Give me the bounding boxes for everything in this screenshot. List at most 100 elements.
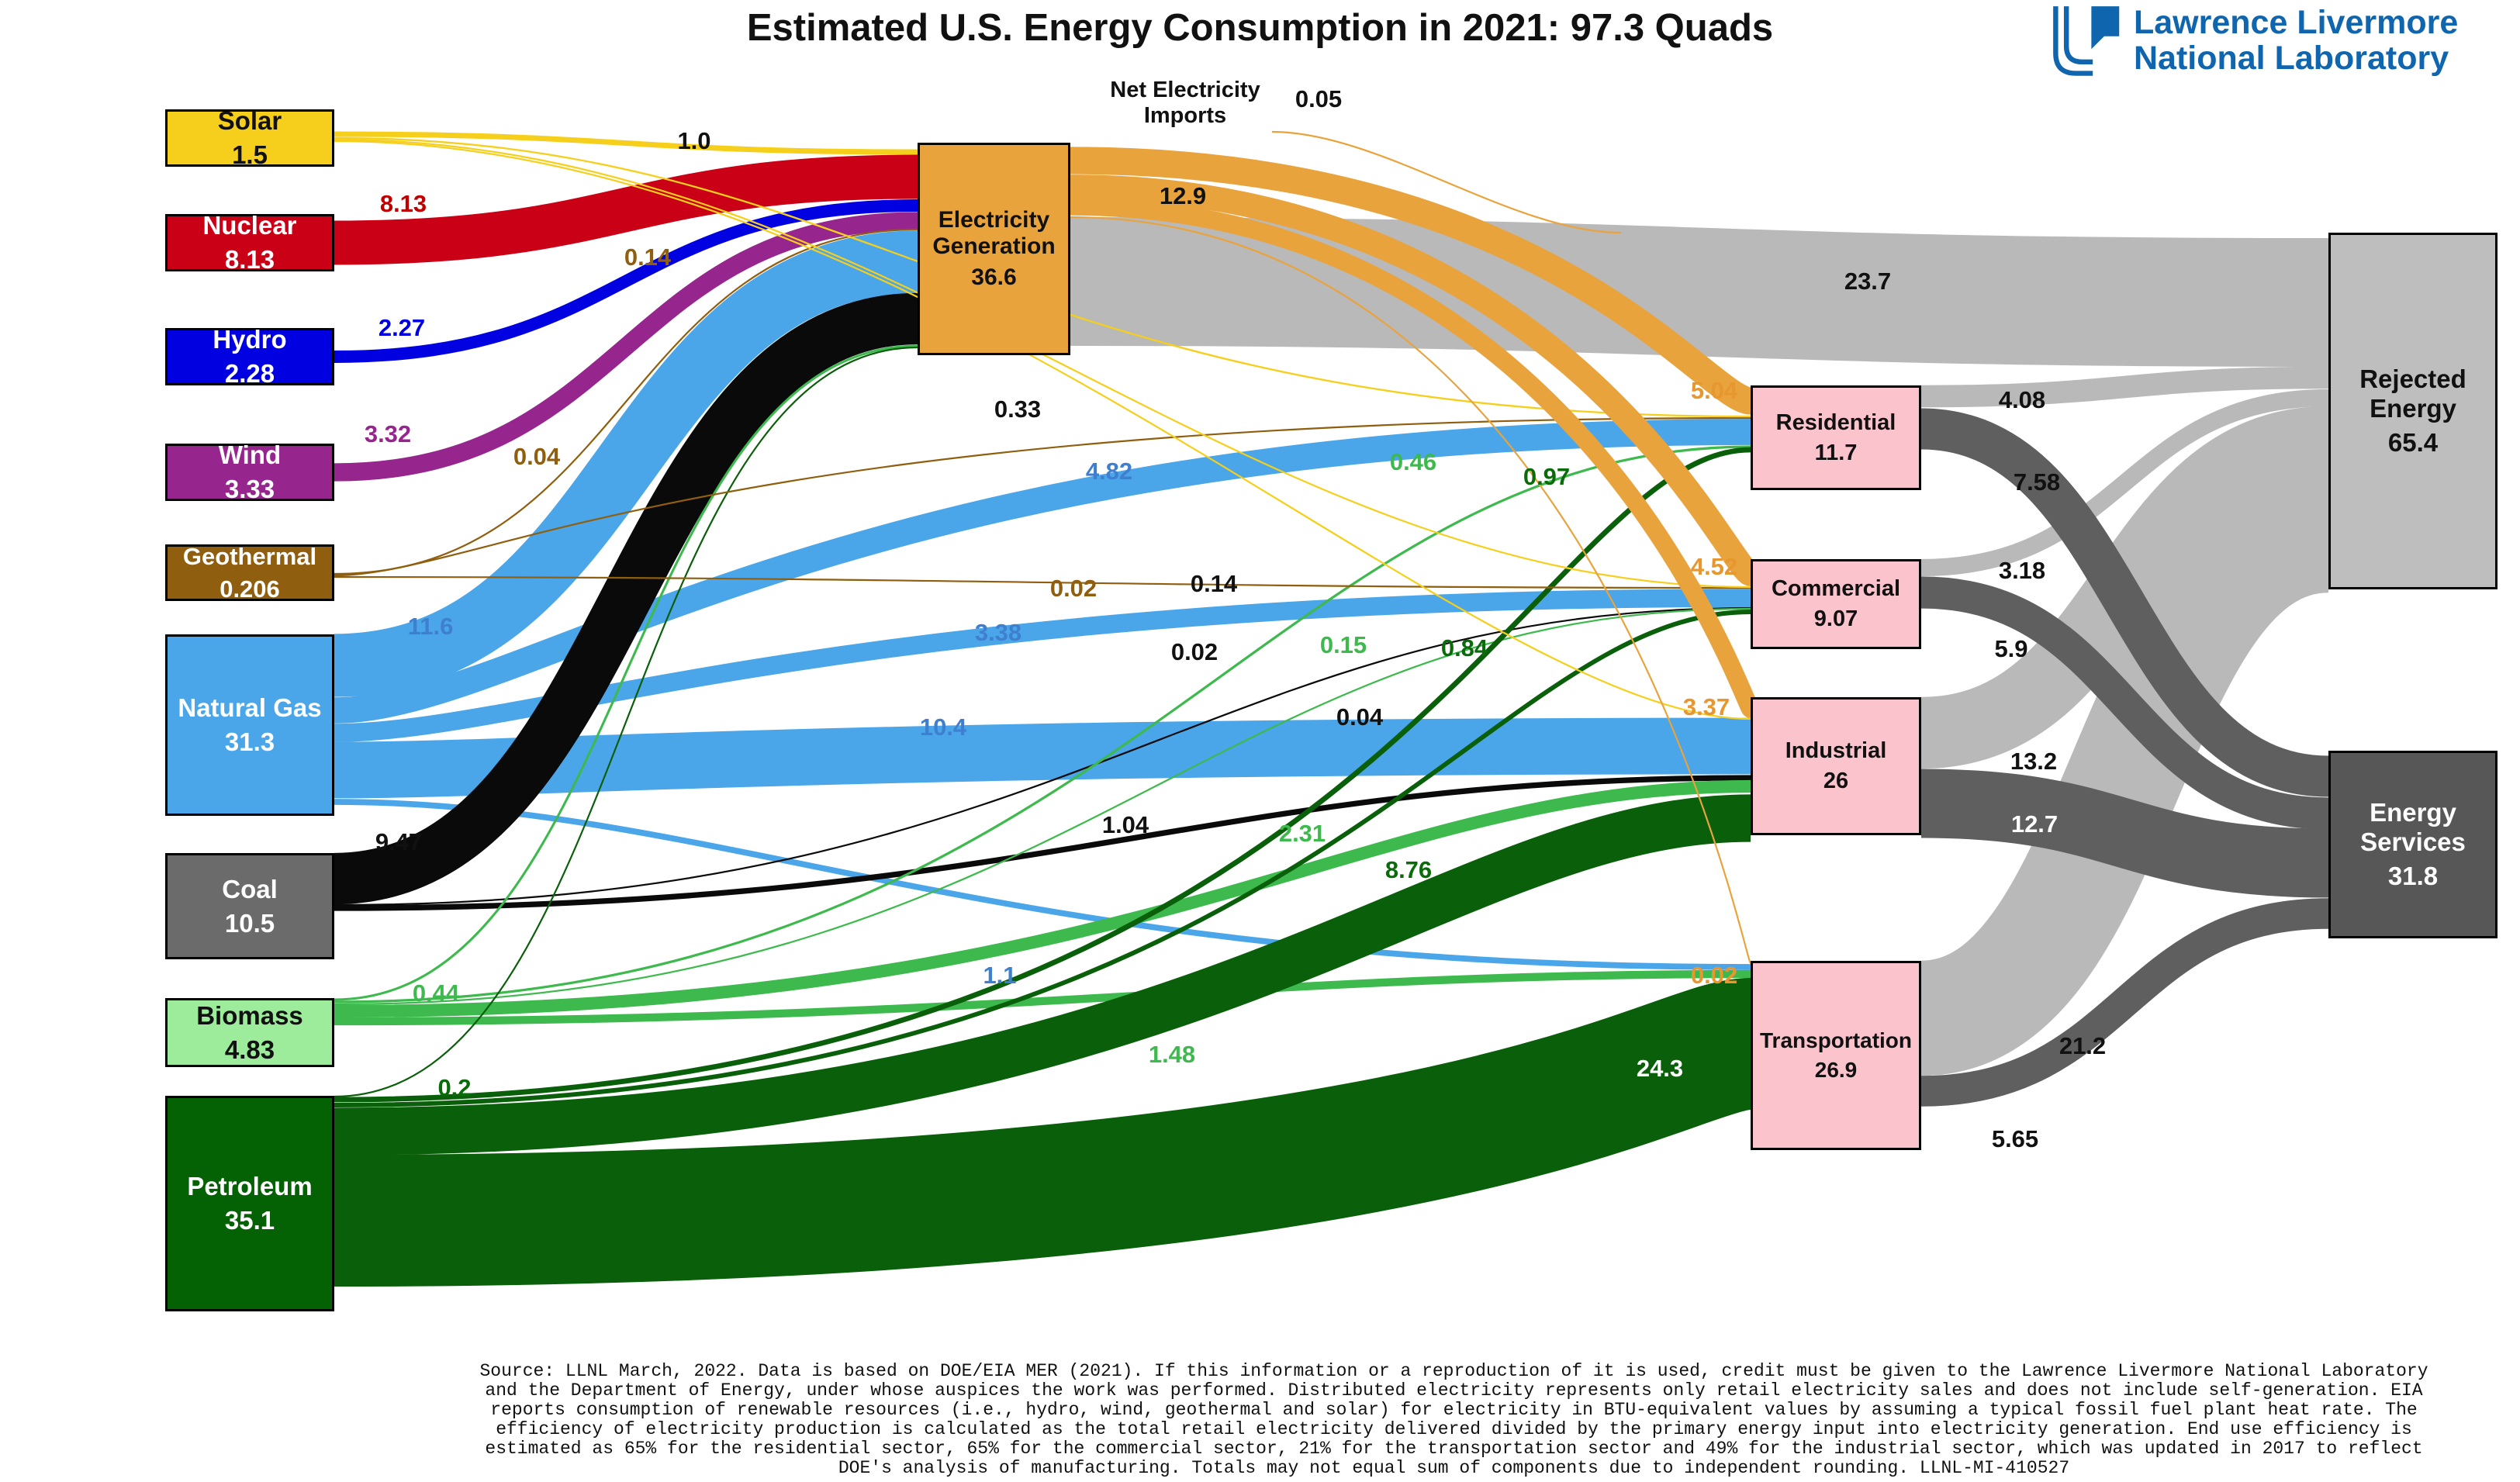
- node-solar: Solar 1.5: [165, 106, 334, 169]
- flow-value-label: 24.3: [1636, 1055, 1684, 1082]
- flow-value-label: 0.97: [1523, 463, 1571, 490]
- node-wind-label: Wind: [218, 440, 282, 469]
- flow-value-label: 0.15: [1319, 631, 1367, 658]
- flow-value-label: 5.65: [1991, 1125, 2039, 1152]
- node-nuclear-label: Nuclear: [202, 211, 297, 240]
- flow-electricity-commercial: [1070, 174, 1758, 586]
- node-geothermal: Geothermal 0.206: [165, 542, 334, 603]
- node-hydro: Hydro 2.28: [165, 325, 334, 388]
- flow-value-label: 23.7: [1844, 268, 1892, 295]
- node-wind-value: 3.33: [224, 475, 275, 503]
- flow-natural_gas-electricity: [334, 230, 918, 697]
- node-coal-value: 10.5: [224, 908, 275, 938]
- flow-biomass-residential: [334, 445, 1751, 1004]
- source-note: Source: LLNL March, 2022. Data is based …: [388, 1362, 2520, 1478]
- node-rejected: Rejected Energy 65.4: [2328, 233, 2498, 589]
- node-petroleum-value: 35.1: [224, 1206, 275, 1235]
- node-nuclear-value: 8.13: [224, 245, 275, 274]
- node-nuclear: Nuclear 8.13: [165, 211, 334, 274]
- flow-geothermal-electricity: [334, 228, 918, 575]
- node-hydro-label: Hydro: [213, 325, 287, 354]
- flow-value-label: 0.04: [513, 443, 561, 470]
- flow-transportation-services: [1920, 898, 2329, 1107]
- footer-line: and the Department of Energy, under whos…: [485, 1380, 2423, 1401]
- flow-value-label: 21.2: [2059, 1032, 2107, 1059]
- node-biomass-label: Biomass: [196, 1000, 303, 1030]
- flow-value-label: 3.38: [974, 619, 1022, 646]
- flow-electricity-industrial: [1070, 197, 1760, 718]
- llnl-logo-icon: [2053, 6, 2120, 76]
- flow-value-label: 0.44: [412, 979, 460, 1007]
- flow-value-label: 1.48: [1148, 1041, 1196, 1068]
- flow-petroleum-electricity: [334, 346, 918, 1098]
- node-geothermal-label: Geothermal: [182, 542, 317, 570]
- node-transportation: Transportation 26.9: [1751, 961, 1921, 1150]
- flow-natural_gas-commercial: [334, 589, 1751, 742]
- flow-hydro-electricity: [334, 199, 918, 363]
- flow-value-label: 0.02: [1690, 962, 1738, 989]
- node-residential-value: 11.7: [1814, 440, 1858, 465]
- node-commercial: Commercial 9.07: [1751, 559, 1921, 649]
- flow-value-label: 4.52: [1690, 553, 1738, 580]
- node-wind: Wind 3.33: [165, 440, 334, 503]
- footer-line: Source: LLNL March, 2022. Data is based …: [479, 1361, 2428, 1381]
- llnl-logo: Lawrence Livermore National Laboratory: [2050, 5, 2458, 81]
- flow-value-label: 0.05: [1295, 85, 1343, 112]
- flow-nuclear-electricity: [334, 154, 918, 265]
- node-commercial-label: Commercial: [1771, 576, 1900, 601]
- node-residential: Residential 11.7: [1751, 385, 1921, 490]
- net-imports-line1: Net Electricity: [1110, 78, 1260, 102]
- llnl-logo-line2: National Laboratory: [2134, 40, 2449, 77]
- footer-line: estimated as 65% for the residential sec…: [485, 1439, 2423, 1459]
- flow-value-label: 3.32: [364, 420, 412, 447]
- flow-biomass-commercial: [334, 607, 1751, 1006]
- flow-value-label: 8.76: [1384, 856, 1433, 883]
- flow-value-label: 0.14: [624, 244, 672, 271]
- flow-value-label: 0.02: [1170, 638, 1219, 665]
- flow-transportation-rejected: [1917, 477, 2332, 1076]
- flow-biomass-electricity: [334, 344, 918, 1001]
- llnl-logo-line1: Lawrence Livermore: [2134, 4, 2459, 41]
- node-transportation-value: 26.9: [1814, 1058, 1858, 1082]
- node-biomass: Biomass 4.83: [165, 998, 334, 1067]
- node-petroleum-label: Petroleum: [187, 1172, 313, 1200]
- flow-value-label: 0.2: [437, 1074, 472, 1101]
- flow-wind-electricity: [334, 212, 918, 482]
- flow-value-label: 3.18: [1998, 557, 2046, 584]
- flow-value-label: 0.02: [1049, 575, 1098, 602]
- node-petroleum: Petroleum 35.1: [165, 1096, 334, 1311]
- footer-line: reports consumption of renewable resourc…: [490, 1400, 2418, 1420]
- flow-solar-electricity: [334, 131, 918, 155]
- flow-value-label: 4.82: [1085, 458, 1133, 485]
- node-services-label: Energy Services: [2360, 798, 2466, 856]
- flow-biomass-transportation: [334, 969, 1751, 1026]
- node-commercial-value: 9.07: [1813, 606, 1858, 631]
- flow-value-label: 10.4: [919, 713, 967, 741]
- footer-line: efficiency of electricity production is …: [496, 1419, 2412, 1439]
- node-rejected-label: Rejected Energy: [2359, 364, 2466, 423]
- footer-line: DOE's analysis of manufacturing. Totals …: [838, 1458, 2070, 1478]
- flow-industrial-services: [1920, 769, 2329, 898]
- flow-value-label: 11.6: [407, 613, 454, 640]
- flow-net_imports-electricity: [1271, 130, 1622, 234]
- flow-value-label: 9.47: [375, 828, 423, 855]
- flow-coal-industrial: [334, 775, 1751, 911]
- node-natural_gas-label: Natural Gas: [178, 693, 322, 722]
- node-coal-label: Coal: [222, 874, 278, 903]
- node-biomass-value: 4.83: [224, 1035, 275, 1064]
- node-natural_gas-value: 31.3: [224, 727, 275, 756]
- llnl-logo-text: Lawrence Livermore National Laboratory: [2134, 5, 2458, 76]
- flow-coal-electricity: [334, 292, 918, 905]
- flow-value-label: 3.37: [1682, 693, 1730, 720]
- node-solar-value: 1.5: [232, 140, 268, 169]
- flow-electricity-rejected: [1070, 217, 2329, 367]
- flow-residential-rejected: [1920, 366, 2329, 408]
- flow-value-label: 2.31: [1278, 820, 1326, 847]
- node-electricity: Electricity Generation 36.6: [918, 143, 1070, 355]
- flow-value-label: 5.04: [1690, 377, 1738, 404]
- node-residential-label: Residential: [1775, 409, 1896, 435]
- flow-value-label: 5.9: [1994, 635, 2028, 662]
- flow-solar-commercial: [334, 138, 1751, 589]
- node-solar-label: Solar: [217, 106, 282, 135]
